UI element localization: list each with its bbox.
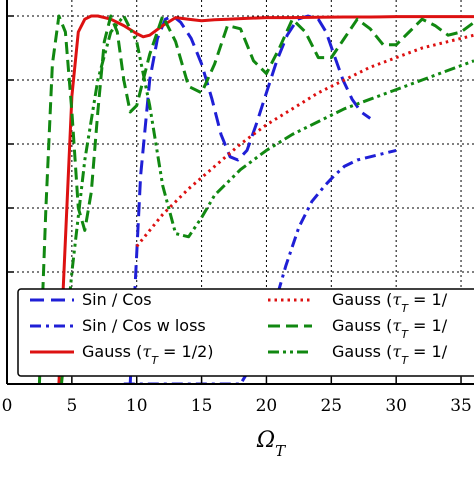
x-axis-label: ΩT [256,428,286,460]
legend-label-left-1: Sin / Cos [82,290,152,309]
x-tick-label: 35 [450,396,472,416]
x-tick-label: 20 [256,396,278,416]
x-tick-label: 0 [2,396,13,416]
x-tick-label: 25 [320,396,342,416]
legend-label-left-2: Sin / Cos w loss [82,316,206,335]
x-tick-label: 10 [126,396,148,416]
x-tick-label: 30 [385,396,407,416]
x-tick-labels: 0 5 10 15 20 25 30 35 [2,396,472,416]
x-tick-label: 15 [191,396,213,416]
x-tick-label: 5 [66,396,77,416]
